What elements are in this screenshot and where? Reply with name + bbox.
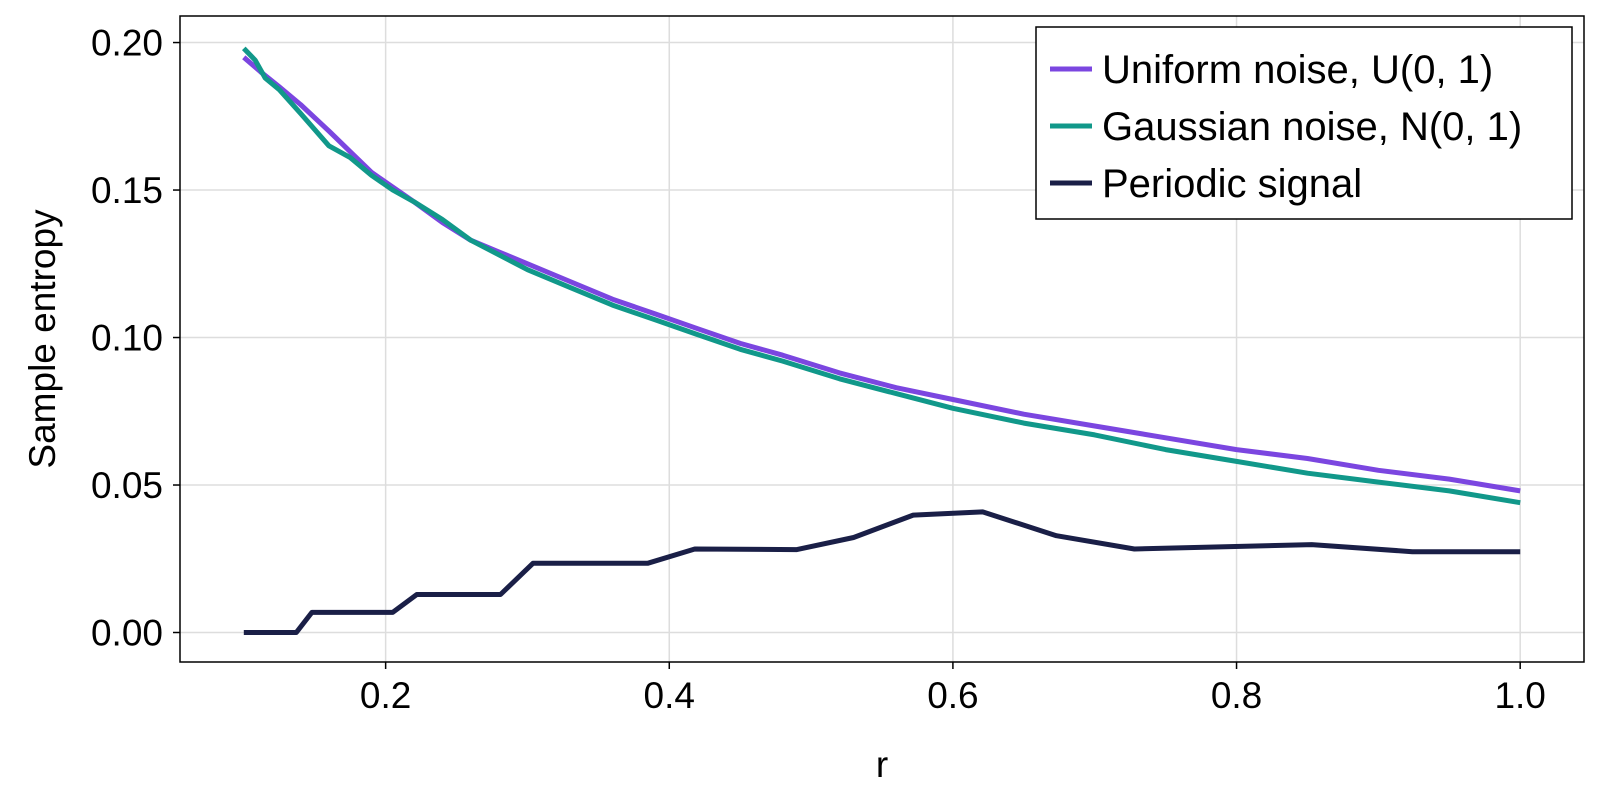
- y-tick-label: 0.00: [91, 613, 163, 654]
- x-tick-label: 0.2: [360, 675, 411, 716]
- series-line-3: [243, 509, 1521, 635]
- y-tick-label: 0.10: [91, 318, 163, 359]
- legend-label-3: Periodic signal: [1102, 162, 1362, 206]
- axis-ticks: 0.2 0.4 0.6 0.8 1.0 0.00 0.05 0.10 0.15 0.20: [91, 23, 1546, 716]
- x-tick-label: 0.8: [1211, 675, 1262, 716]
- x-tick-label: 0.4: [644, 675, 695, 716]
- x-tick-label: 1.0: [1494, 675, 1545, 716]
- x-axis-label: r: [876, 744, 888, 785]
- series-line-2: [242, 46, 1521, 506]
- y-tick-label: 0.05: [91, 465, 163, 506]
- series-lines: [242, 46, 1521, 635]
- legend-label-2: Gaussian noise, N(0, 1): [1102, 105, 1522, 149]
- legend-label-1: Uniform noise, U(0, 1): [1102, 48, 1493, 92]
- legend-box: [1035, 26, 1573, 220]
- x-tick-label: 0.6: [927, 675, 978, 716]
- legend: Uniform noise, U(0, 1) Gaussian noise, N(…: [1035, 26, 1573, 220]
- series-line-1: [242, 55, 1521, 494]
- plot-frame: [179, 15, 1585, 663]
- y-tick-label: 0.15: [91, 170, 163, 211]
- y-tick-label: 0.20: [91, 23, 163, 64]
- y-axis-label: Sample entropy: [22, 209, 63, 469]
